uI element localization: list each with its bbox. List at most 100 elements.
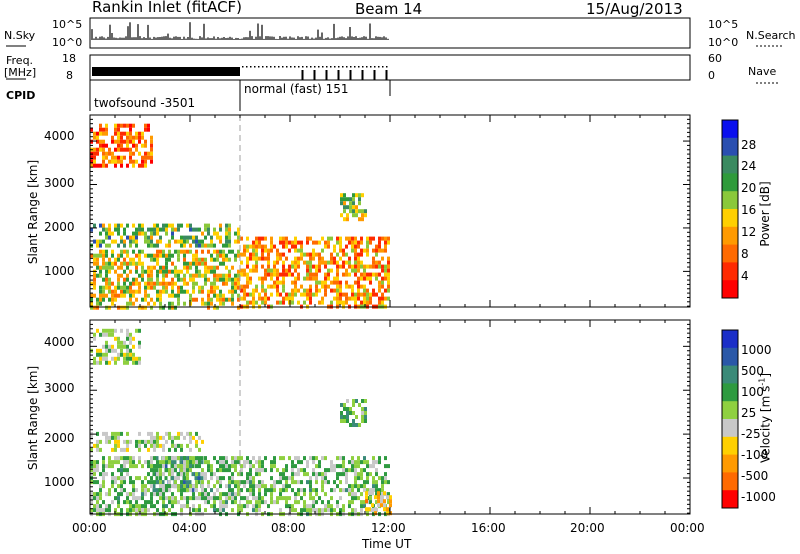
velocity-heatmap-cell bbox=[159, 435, 162, 440]
power-heatmap-cell bbox=[303, 288, 306, 293]
velocity-heatmap-cell bbox=[279, 456, 282, 461]
velocity-heatmap-cell bbox=[330, 508, 333, 513]
velocity-heatmap-cell bbox=[174, 447, 177, 452]
velocity-heatmap-cell bbox=[189, 460, 192, 465]
velocity-heatmap-cell bbox=[180, 480, 183, 485]
velocity-heatmap-cell bbox=[383, 491, 386, 496]
velocity-colorbar-tick-25: 25 bbox=[741, 406, 757, 420]
velocity-heatmap-cell bbox=[255, 468, 258, 473]
power-heatmap-cell bbox=[360, 300, 363, 305]
power-heatmap-cell bbox=[252, 296, 255, 301]
velocity-heatmap-cell bbox=[105, 352, 108, 357]
velocity-heatmap-cell bbox=[378, 476, 381, 481]
power-heatmap-cell bbox=[258, 236, 261, 241]
power-heatmap-cell bbox=[126, 139, 129, 144]
velocity-heatmap-cell bbox=[93, 460, 96, 465]
power-heatmap-cell bbox=[93, 147, 96, 152]
velocity-heatmap-cell bbox=[213, 456, 216, 461]
power-heatmap-cell bbox=[321, 248, 324, 253]
power-heatmap-cell bbox=[90, 163, 93, 168]
power-heatmap-cell bbox=[282, 272, 285, 277]
power-heatmap-cell bbox=[123, 305, 126, 310]
power-heatmap-cell bbox=[144, 297, 147, 302]
power-heatmap-cell bbox=[162, 227, 165, 232]
velocity-heatmap-cell bbox=[108, 492, 111, 497]
power-heatmap-cell bbox=[180, 289, 183, 294]
power-heatmap-cell bbox=[343, 193, 346, 198]
power-heatmap-cell bbox=[117, 147, 120, 152]
power-heatmap-cell bbox=[150, 281, 153, 286]
power-heatmap-cell bbox=[126, 131, 129, 136]
power-heatmap-cell bbox=[144, 305, 147, 310]
velocity-heatmap-cell bbox=[273, 484, 276, 489]
velocity-heatmap-cell bbox=[108, 488, 111, 493]
velocity-heatmap-cell bbox=[105, 472, 108, 477]
power-heatmap-cell bbox=[312, 240, 315, 245]
power-heatmap-cell bbox=[349, 201, 352, 206]
velocity-heatmap-cell bbox=[228, 484, 231, 489]
power-heatmap-cell bbox=[147, 281, 150, 286]
power-heatmap-cell bbox=[252, 288, 255, 293]
power-heatmap-cell bbox=[273, 260, 276, 265]
freq-dot bbox=[334, 66, 336, 68]
power-heatmap-cell bbox=[120, 253, 123, 258]
freq-tick-bottom: 8 bbox=[66, 69, 73, 82]
velocity-heatmap-cell bbox=[102, 332, 105, 337]
power-heatmap-cell bbox=[246, 280, 249, 285]
cpid-label: CPID bbox=[6, 89, 36, 102]
power-heatmap-cell bbox=[108, 243, 111, 248]
power-heatmap-cell bbox=[258, 256, 261, 261]
velocity-heatmap-cell bbox=[258, 496, 261, 501]
power-heatmap-cell bbox=[99, 231, 102, 236]
power-heatmap-cell bbox=[135, 143, 138, 148]
power-heatmap-cell bbox=[321, 260, 324, 265]
power-heatmap-cell bbox=[294, 264, 297, 269]
velocity-heatmap-cell bbox=[105, 508, 108, 513]
velocity-heatmap-cell bbox=[180, 496, 183, 501]
velocity-heatmap-cell bbox=[297, 472, 300, 477]
power-heatmap-cell bbox=[144, 269, 147, 274]
cpid-mode-1: twofsound -3501 bbox=[94, 96, 196, 110]
power-heatmap-cell bbox=[324, 240, 327, 245]
velocity-heatmap-cell bbox=[207, 460, 210, 465]
velocity-heatmap-cell bbox=[324, 492, 327, 497]
power-heatmap-cell bbox=[357, 276, 360, 281]
velocity-heatmap-cell bbox=[171, 464, 174, 469]
velocity-heatmap-cell bbox=[216, 460, 219, 465]
power-heatmap-cell bbox=[132, 293, 135, 298]
freq-dot bbox=[366, 66, 368, 68]
velocity-heatmap-cell bbox=[138, 456, 141, 461]
velocity-heatmap-cell bbox=[216, 496, 219, 501]
power-heatmap-cell bbox=[162, 289, 165, 294]
power-heatmap-cell bbox=[123, 239, 126, 244]
power-heatmap-cell bbox=[225, 231, 228, 236]
freq-band-twofsound bbox=[92, 67, 240, 76]
power-heatmap-cell bbox=[351, 292, 354, 297]
velocity-heatmap-cell bbox=[132, 344, 135, 349]
power-heatmap-cell bbox=[123, 131, 126, 136]
power-heatmap-cell bbox=[147, 265, 150, 270]
power-heatmap-cell bbox=[348, 236, 351, 241]
power-heatmap-cell bbox=[264, 256, 267, 261]
power-heatmap-cell bbox=[138, 151, 141, 156]
velocity-heatmap-cell bbox=[285, 464, 288, 469]
velocity-heatmap-cell bbox=[352, 423, 355, 427]
velocity-heatmap-cell bbox=[150, 435, 153, 440]
velocity-heatmap-cell bbox=[279, 476, 282, 481]
power-heatmap-cell bbox=[249, 280, 252, 285]
freq-dot bbox=[282, 66, 284, 68]
velocity-heatmap-cell bbox=[186, 496, 189, 501]
velocity-heatmap-cell bbox=[192, 484, 195, 489]
velocity-heatmap-cell bbox=[135, 328, 138, 333]
power-heatmap-cell bbox=[282, 252, 285, 257]
velocity-heatmap-cell bbox=[264, 500, 267, 505]
velocity-heatmap-cell bbox=[126, 431, 129, 436]
velocity-heatmap-cell bbox=[360, 472, 363, 477]
power-heatmap-cell bbox=[387, 272, 390, 277]
power-heatmap-cell bbox=[99, 273, 102, 278]
power-heatmap-cell bbox=[180, 235, 183, 240]
velocity-heatmap-cell bbox=[96, 431, 99, 436]
power-heatmap-cell bbox=[108, 265, 111, 270]
power-heatmap-cell bbox=[210, 239, 213, 244]
